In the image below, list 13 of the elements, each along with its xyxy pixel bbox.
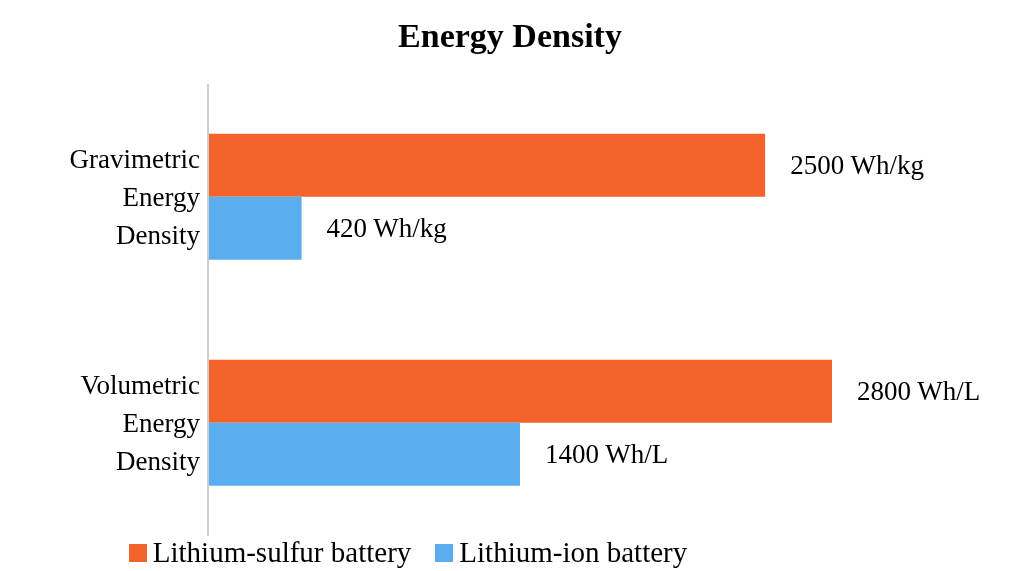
bar (208, 133, 766, 197)
legend-label: Lithium-sulfur battery (151, 536, 412, 568)
data-label: 2500 Wh/kg (790, 150, 924, 181)
data-label: 420 Wh/kg (326, 213, 447, 244)
bar (208, 359, 832, 423)
y-tick-label: Volumetric Energy Density (80, 370, 201, 476)
data-label: 1400 Wh/L (545, 439, 669, 470)
bar (208, 422, 520, 486)
bar (208, 196, 302, 260)
y-tick-label: Gravimetric Energy Density (69, 144, 201, 250)
chart-title: Energy Density (397, 16, 623, 56)
legend-label: Lithium-ion battery (458, 536, 688, 568)
data-label: 2800 Wh/L (857, 376, 981, 407)
